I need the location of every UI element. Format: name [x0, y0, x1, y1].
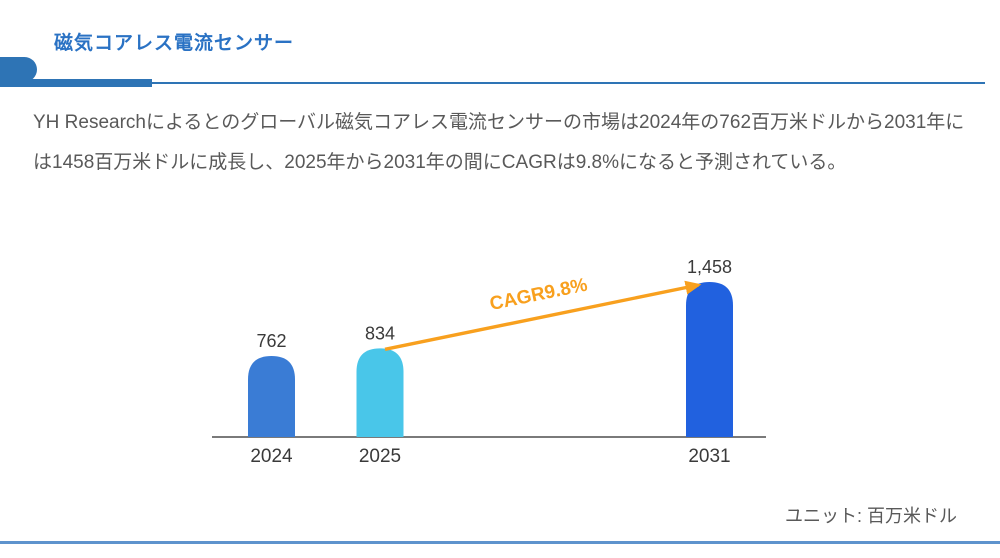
cagr-arrow: [384, 280, 702, 352]
bottom-divider: [0, 541, 1000, 544]
category-label-2025: 2025: [359, 446, 401, 467]
bar-2025: [356, 348, 404, 437]
header-accent-bar: [0, 79, 152, 87]
header-accent-line: [152, 82, 985, 84]
header-accent-shape: [0, 57, 37, 82]
section-title: 磁気コアレス電流センサー: [54, 33, 295, 54]
bar-2031: [686, 282, 733, 437]
unit-label: ユニット: 百万米ドル: [784, 506, 957, 526]
market-summary-text: YH Researchによるとのグローバル磁気コアレス電流センサーの市場は202…: [33, 112, 965, 173]
value-label-2024: 762: [256, 331, 286, 351]
category-label-2031: 2031: [688, 446, 730, 467]
bar-2024: [248, 355, 295, 437]
category-label-2024: 2024: [250, 446, 293, 467]
value-label-2025: 834: [365, 323, 395, 343]
value-label-2031: 1,458: [687, 257, 732, 277]
